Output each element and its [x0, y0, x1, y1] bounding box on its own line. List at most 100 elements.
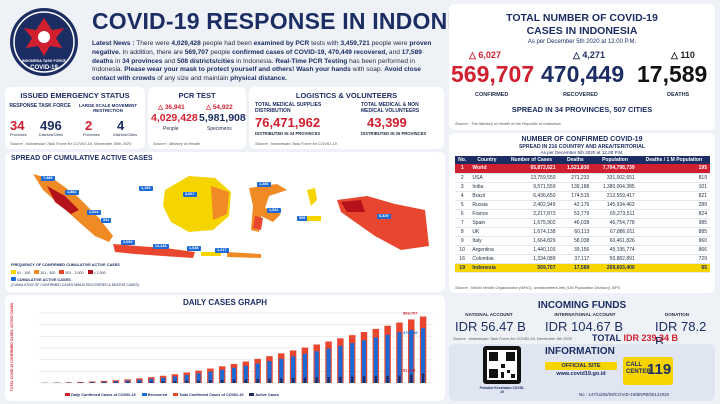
emergency-v1: 34: [10, 118, 25, 133]
table-cell: 821: [637, 191, 710, 201]
inc-recovered: △ 4,271: [573, 50, 605, 60]
legend-active: CUMULATIVE ACTIVE CASES: [11, 277, 71, 282]
response-label: RESPONSE TASK FORCE: [9, 103, 71, 109]
emergency-u1: Provinces: [10, 133, 27, 137]
emergency-u4: Districts/Cities: [113, 133, 138, 137]
legend-item-3: 501 - 2,000: [59, 270, 84, 275]
bar-2-20: [280, 378, 283, 383]
map-badge: 1,386: [257, 182, 271, 187]
table-cell: 39,156: [558, 245, 593, 255]
legend-note: (CUMULATIVE OF CONFIRMED CASES MINUS REC…: [11, 283, 139, 287]
official-site-label: OFFICIAL SITE: [545, 362, 617, 370]
map-badges: 7,989 1,862 1,024 541 2,094 12,436 1,038 1,217 1…: [5, 152, 445, 292]
bar-2-5: [102, 382, 106, 383]
table-cell: 824: [637, 209, 710, 219]
table-cell: 58,038: [558, 236, 593, 246]
indonesia-map: [33, 174, 429, 258]
map-badge: 1,038: [187, 246, 201, 251]
table-cell: 46,038: [558, 218, 593, 228]
emergency-status-panel: ISSUED EMERGENCY STATUS RESPONSE TASK FO…: [5, 87, 145, 149]
psbb-label: LARGE SCALE MOVEMENT RESTRICTION: [78, 103, 138, 113]
table-cell: 60,113: [558, 227, 593, 237]
call-center-badge[interactable]: CALL CENTER 119: [623, 357, 673, 385]
official-site-link[interactable]: www.covid19.go.id: [556, 371, 606, 377]
spread-text: SPREAD IN 34 PROVINCES, 507 CITIES: [511, 105, 653, 114]
table-cell: 45,195,774: [592, 245, 638, 255]
bar-1-24: [326, 348, 331, 383]
table-cell: Colombia: [469, 254, 505, 264]
daily-panel: DAILY CASES GRAPH TOTAL COVID-19 CONFIRM…: [5, 295, 445, 401]
totals-title-1: TOTAL NUMBER OF COVID-19: [506, 12, 658, 24]
call-label: CALL CENTER: [626, 362, 651, 375]
legend-item-4: > 2,000: [87, 270, 106, 275]
table-cell: 37,117: [558, 254, 593, 264]
table-date: As per December 5th 2020 at 12.00 P.M.: [540, 150, 624, 155]
table-cell: 16: [455, 254, 470, 264]
bar-2-24: [327, 377, 330, 383]
page-title: COVID-19 RESPONSE IN INDONESIA: [92, 8, 502, 34]
col-no: No.: [455, 156, 470, 164]
supplies-value: 76,471,962: [255, 115, 321, 130]
bar-1-9: [149, 378, 154, 383]
bar-0-2: [65, 382, 72, 383]
table-cell: France: [469, 209, 505, 219]
bar-2-25: [339, 376, 342, 383]
bar-2-23: [315, 377, 318, 383]
daily-legend-4: Active Cases: [249, 393, 279, 397]
logo-text-2: COVID-19: [30, 65, 58, 71]
table-cell: 101: [637, 182, 710, 192]
table-cell: 289: [637, 200, 710, 210]
bar-1-7: [125, 380, 130, 383]
table-cell: Indonesia: [469, 263, 505, 273]
bar-2-19: [268, 378, 271, 383]
qr-caption: Protokol Kesehatan COVID-19: [479, 386, 525, 394]
table-cell: 145,934,462: [592, 200, 638, 210]
table-cell: 271,233: [558, 173, 593, 183]
totals-panel: TOTAL NUMBER OF COVID-19 CASES IN INDONE…: [449, 4, 715, 130]
table-row: 5 Russia 2,402,949 42,176 145,934,462 289: [455, 200, 710, 210]
funds-source: Source : Indonesian Task Force for COVID…: [453, 336, 573, 341]
table-cell: Argentina: [469, 245, 505, 255]
international-label: INTERNATIONAL ACCOUNT: [554, 312, 616, 317]
emergency-title: ISSUED EMERGENCY STATUS: [20, 91, 130, 100]
recovered-label: RECOVERED: [563, 92, 598, 98]
table-row: 7 Spain 1,675,902 46,038 46,754,778 985: [455, 218, 710, 228]
inc-confirmed: △ 6,027: [469, 50, 501, 60]
table-cell: 65,872,621: [504, 164, 559, 174]
daily-cases-chart: 569,707 470,449 81,669: [39, 311, 433, 384]
bar-1-18: [255, 363, 260, 383]
logistics-source: Source : Indonesian Task Force for COVID…: [255, 141, 337, 146]
table-cell: 885: [637, 227, 710, 237]
table-cell: 13,759,550: [504, 173, 559, 183]
table-cell: 1,334,089: [504, 254, 559, 264]
pcr-specimens: 5,981,908: [199, 112, 246, 124]
bar-1-13: [196, 373, 201, 383]
chart-annotation: 81,669: [403, 367, 416, 372]
table-cell: Brazil: [469, 191, 505, 201]
pcr-inc-people: △ 36,941: [158, 104, 185, 111]
table-row: 6 France 2,217,873 53,779 65,273,511 824: [455, 209, 710, 219]
table-cell: 46,754,778: [592, 218, 638, 228]
table-cell: 1,380,004,385: [592, 182, 638, 192]
col-deaths: Deaths: [558, 156, 593, 164]
bar-1-30: [397, 332, 402, 383]
daily-legend-1: Daily Confirmed Cases of COVID-19: [65, 393, 136, 397]
bar-1-28: [373, 337, 378, 383]
table-cell: 569,707: [504, 263, 559, 273]
table-cell: 1,674,138: [504, 227, 559, 237]
bar-2-10: [161, 381, 165, 383]
bar-2-6: [114, 381, 117, 383]
bar-1-14: [208, 371, 213, 383]
table-cell: 2: [455, 173, 470, 183]
table-cell: 65,273,511: [592, 209, 638, 219]
table-row: 1 World 65,872,621 1,521,830 7,794,798,739 19…: [455, 164, 710, 174]
map-badge: 3,067: [183, 192, 197, 197]
table-cell: 269,603,400: [592, 263, 638, 273]
bar-1-11: [172, 376, 177, 383]
document-ref: No : 147/UZ05/09/COVID-19/BNPB/05122020: [579, 392, 670, 397]
volunteers-label: TOTAL MEDICAL & NON MEDICAL VOLUNTEERS: [361, 102, 420, 114]
table-cell: 174,515: [558, 191, 593, 201]
table-row: 19 Indonesia 569,707 17,589 269,603,400 65: [455, 263, 710, 273]
qr-code[interactable]: [483, 346, 521, 384]
table-cell: 960: [637, 236, 710, 246]
